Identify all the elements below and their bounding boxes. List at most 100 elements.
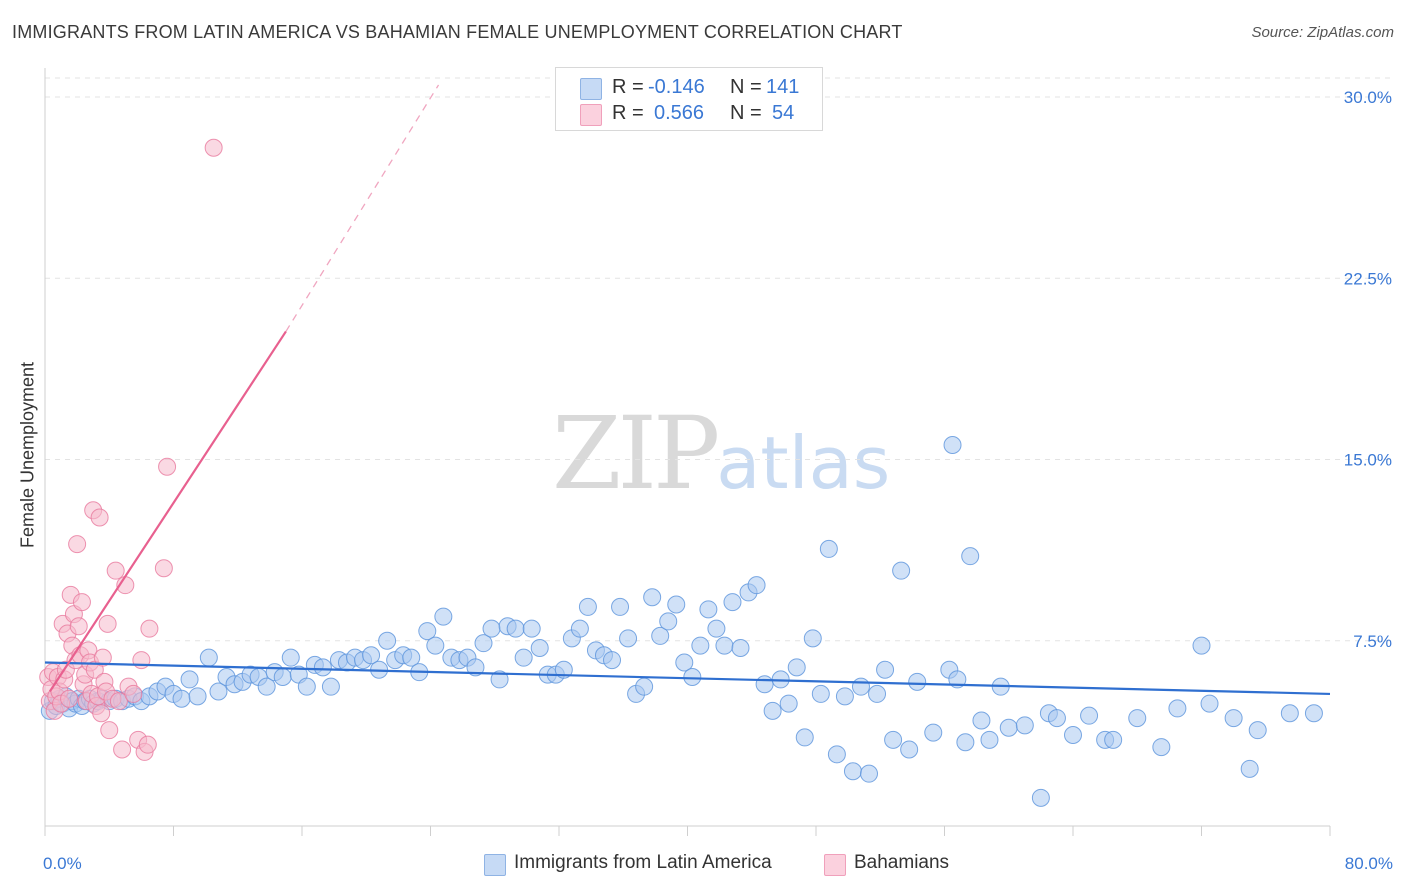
point-latin-america [1224,709,1243,728]
point-bahamians [100,721,119,740]
point-bahamians [72,593,91,612]
point-latin-america [675,653,694,672]
point-bahamians [140,619,159,638]
point-latin-america [876,660,895,679]
point-latin-america [1064,726,1082,744]
point-latin-america [1104,730,1123,749]
watermark-zip: ZIP [552,395,720,512]
point-bahamians [138,735,157,754]
x-tick-label: 80.0% [1345,854,1393,873]
point-bahamians [158,457,177,476]
point-latin-america [281,648,300,667]
point-latin-america [731,639,750,657]
point-latin-america [707,619,726,638]
point-latin-america [1200,694,1219,713]
trendline-latin-america [44,661,1331,696]
y-tick-label: 7.5% [1353,632,1392,651]
point-latin-america [490,670,509,689]
point-latin-america [273,668,292,686]
point-latin-america [851,677,870,696]
point-latin-america [892,561,911,580]
r-label: R = [612,76,644,98]
point-latin-america [188,687,207,706]
n-label: N = [730,76,762,98]
point-latin-america [209,682,228,701]
point-latin-america [1248,721,1267,740]
point-latin-america [699,600,718,619]
point-latin-america [603,651,622,670]
point-latin-america [570,619,589,638]
point-bahamians [109,692,128,711]
point-latin-america [1031,788,1050,807]
point-latin-america [482,619,501,638]
point-bahamians [93,648,112,667]
point-latin-america [755,675,774,694]
point-bahamians [98,614,117,633]
n-value: 54 [772,102,795,124]
r-label: R = [612,102,644,124]
point-latin-america [522,619,541,638]
point-latin-america [434,607,453,626]
point-latin-america [321,677,340,696]
chart-title: IMMIGRANTS FROM LATIN AMERICA VS BAHAMIA… [12,22,903,42]
stats-swatch-latin-america [580,78,602,100]
point-bahamians [113,740,132,759]
point-latin-america [924,723,943,742]
point-bahamians [90,508,109,527]
point-latin-america [1080,706,1099,725]
point-latin-america [619,629,638,648]
point-latin-america [1047,709,1066,728]
point-latin-america [795,728,814,747]
point-latin-america [611,597,630,616]
y-axis-label: Female Unemployment [17,361,38,549]
point-latin-america [843,762,862,781]
point-latin-america [530,639,549,657]
point-latin-america [999,718,1018,737]
point-bahamians [106,561,125,580]
point-latin-america [257,677,276,696]
point-latin-america [683,668,702,686]
trendline-bahamians-extension [285,84,440,332]
point-bahamians [124,684,143,703]
point-latin-america [667,595,686,614]
x-tick-label: 0.0% [43,854,82,873]
point-latin-america [1192,636,1211,655]
n-value: 141 [766,76,800,98]
point-latin-america [691,636,710,655]
point-latin-america [506,619,525,638]
point-bahamians [92,704,111,723]
point-latin-america [418,622,437,641]
point-latin-america [1280,704,1299,723]
point-latin-america [514,648,533,667]
point-latin-america [1304,704,1323,723]
point-latin-america [297,677,316,696]
point-latin-america [362,646,381,665]
point-latin-america [199,648,218,667]
point-latin-america [643,588,662,607]
point-latin-america [956,733,975,752]
point-latin-america [715,636,734,655]
point-latin-america [819,539,838,558]
point-bahamians [60,689,79,708]
point-latin-america [466,658,485,677]
point-latin-america [835,687,854,706]
trendline-bahamians [48,330,287,693]
point-latin-america [1128,709,1147,728]
point-latin-america [860,764,879,783]
y-tick-label: 22.5% [1344,269,1392,288]
point-latin-america [900,740,919,759]
point-latin-america [659,612,678,631]
point-latin-america [1168,699,1187,718]
point-latin-america [868,684,887,703]
point-latin-america [1152,738,1171,757]
point-latin-america [723,593,742,612]
point-latin-america [779,694,798,713]
point-latin-america [578,597,597,616]
point-latin-america [426,636,445,655]
source-label: Source: ZipAtlas.com [1251,24,1394,41]
point-latin-america [908,672,927,691]
point-bahamians [69,617,88,636]
point-latin-america [474,634,493,653]
point-latin-america [402,648,421,667]
stats-legend: R = -0.146 N = 141 R = 0.566 N = 54 [555,67,823,131]
